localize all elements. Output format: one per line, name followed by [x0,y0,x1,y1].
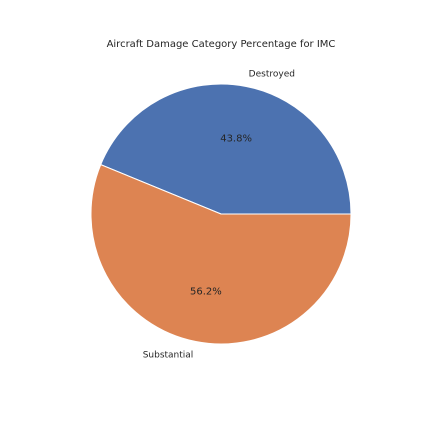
chart-title: Aircraft Damage Category Percentage for … [107,39,336,50]
pie-labels: Destroyed 43.8% Substantial 56.2% [143,70,295,361]
slice-percent-substantial: 56.2% [190,287,222,298]
slice-label-destroyed: Destroyed [249,70,295,80]
slice-label-substantial: Substantial [143,350,194,360]
pie-slice-destroyed [100,83,352,215]
pie-slices [90,83,352,345]
slice-percent-destroyed: 43.8% [220,133,252,144]
pie-slice-substantial [90,163,352,345]
